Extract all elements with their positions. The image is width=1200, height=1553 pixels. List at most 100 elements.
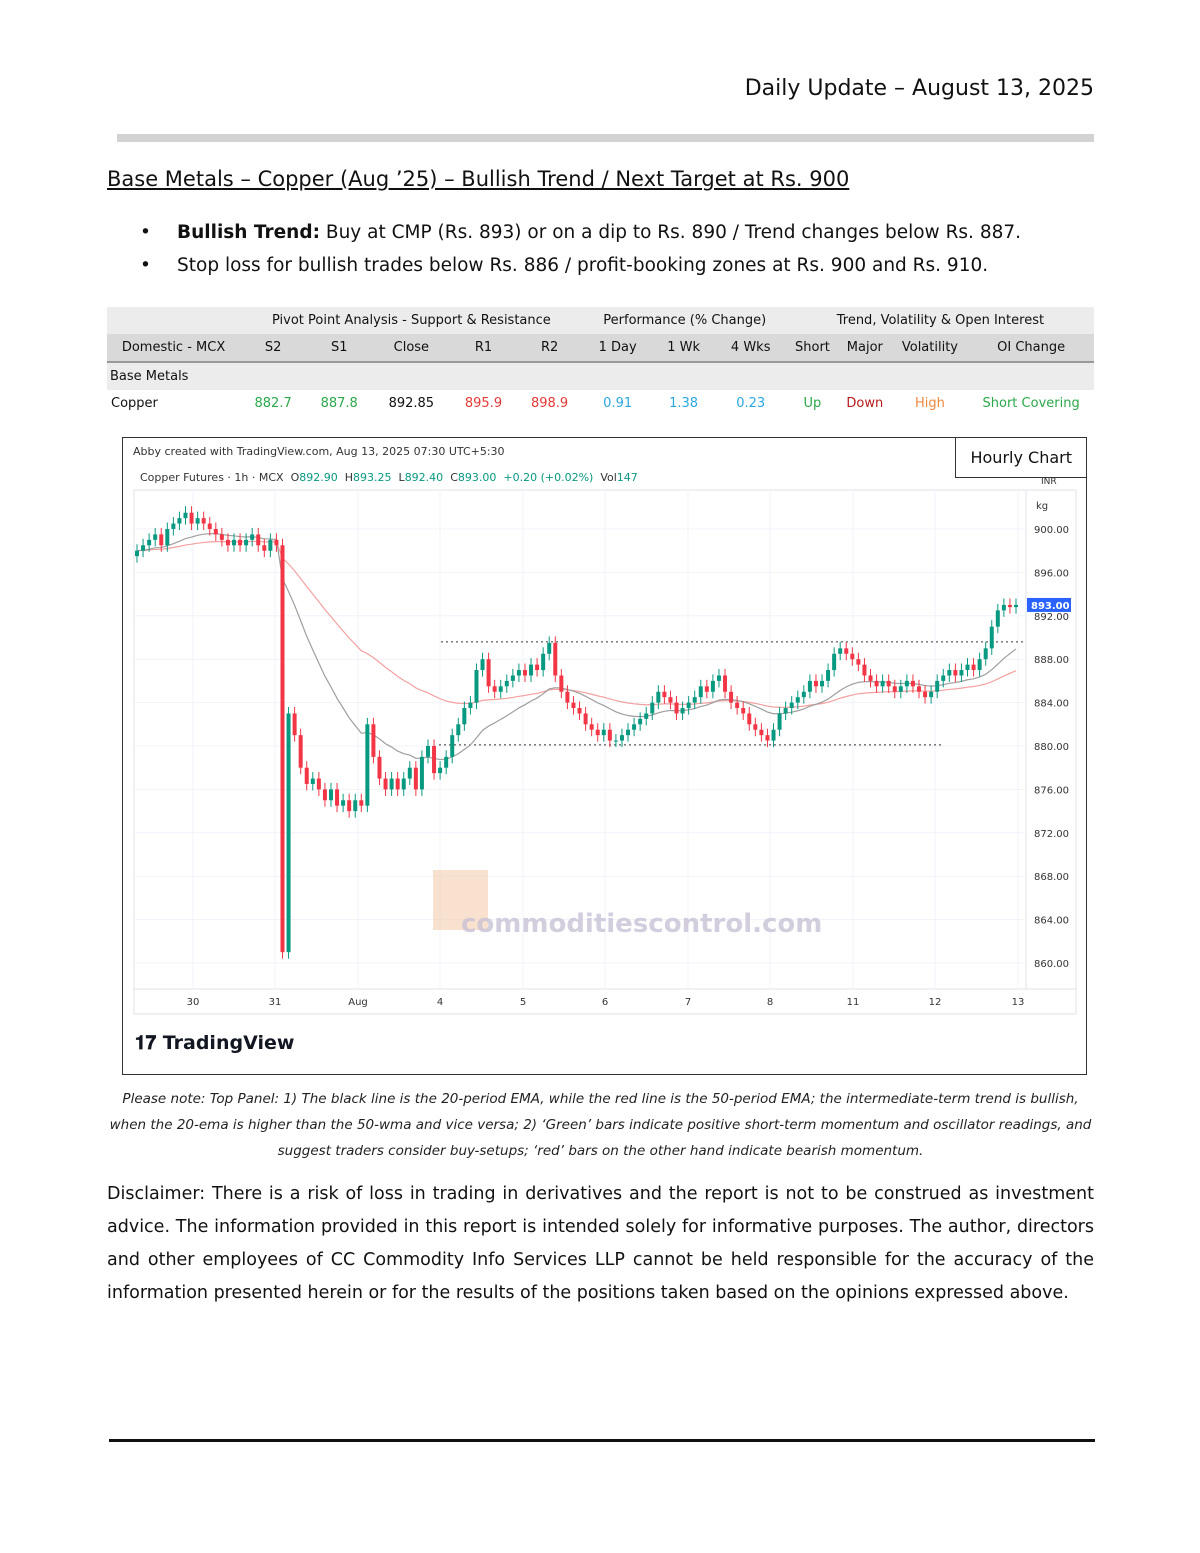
- table-cell: 898.9: [530, 396, 569, 411]
- candle: [807, 680, 812, 692]
- candle: [195, 518, 200, 524]
- candle: [541, 653, 546, 671]
- change-value: +0.20 (+0.02%): [503, 471, 594, 484]
- candle: [856, 659, 861, 665]
- candle: [959, 670, 964, 676]
- candle: [656, 691, 661, 703]
- candle: [668, 697, 673, 703]
- candle: [571, 702, 576, 709]
- section-row: Base Metals: [107, 362, 1094, 390]
- bullet-icon: •: [140, 222, 151, 243]
- price-axis: [1025, 489, 1077, 990]
- candle: [165, 529, 170, 546]
- candle: [662, 691, 667, 698]
- candle: [213, 529, 218, 535]
- column-header: 1 Day: [582, 334, 653, 363]
- candle: [438, 767, 443, 774]
- high-label: H: [344, 471, 354, 484]
- hourly-chart[interactable]: 900.00 896.00 892.00 888.00 884.00 880.00 876.…: [122, 437, 1087, 1075]
- candle: [286, 713, 291, 953]
- candle: [316, 778, 321, 790]
- open-label: O: [290, 471, 300, 484]
- table-cell: 1.38: [669, 396, 699, 411]
- column-header: 1 Wk: [652, 334, 715, 363]
- candle: [268, 539, 273, 551]
- x-tick-label: Aug: [348, 997, 368, 1008]
- candle: [292, 713, 297, 736]
- candle: [219, 534, 224, 540]
- candle: [759, 729, 764, 736]
- candle: [462, 708, 467, 725]
- candle: [601, 729, 606, 736]
- candle: [644, 713, 649, 719]
- candle: [425, 746, 430, 757]
- currency-label: INR: [1041, 477, 1057, 487]
- candle: [723, 675, 728, 692]
- candle: [450, 735, 455, 757]
- y-tick-label: 876.00: [1034, 785, 1069, 796]
- column-header: R1: [450, 334, 517, 363]
- high-value: 893.25: [353, 471, 392, 484]
- ohlc-legend: Copper Futures · 1h · MCX O892.90 H893.2…: [140, 471, 638, 484]
- chart-note: Please note: Top Panel: 1) The black lin…: [109, 1091, 1092, 1159]
- candle: [262, 545, 267, 551]
- candle: [595, 729, 600, 736]
- candle: [632, 724, 637, 730]
- key-points: • Bullish Trend: Buy at CMP (Rs. 893) or …: [140, 222, 1021, 288]
- candle: [577, 708, 582, 714]
- candle: [741, 708, 746, 714]
- candle: [498, 686, 503, 692]
- candle: [1007, 604, 1012, 608]
- candle: [407, 767, 412, 779]
- candle: [716, 675, 721, 681]
- x-tick-label: 7: [685, 997, 691, 1008]
- x-tick-label: 5: [520, 997, 526, 1008]
- candle: [529, 664, 534, 676]
- table-cell: High: [914, 396, 945, 411]
- candle: [238, 539, 243, 546]
- column-header: Short: [786, 334, 839, 363]
- unit-label: kg: [1036, 501, 1048, 512]
- candle: [892, 686, 897, 692]
- column-header: R2: [516, 334, 583, 363]
- y-tick-label: 872.00: [1034, 829, 1069, 840]
- column-header: Close: [372, 334, 451, 363]
- candle: [783, 708, 788, 714]
- y-tick-label: 864.00: [1034, 916, 1069, 927]
- candle: [565, 691, 570, 703]
- candle: [613, 740, 618, 742]
- candle: [141, 545, 146, 551]
- candle: [341, 800, 346, 806]
- candle: [583, 713, 588, 725]
- bullet-text: Stop loss for bullish trades below Rs. 8…: [177, 255, 989, 276]
- tv-logo-icon: 𝟏𝟕: [135, 1032, 157, 1054]
- candle: [607, 729, 612, 741]
- candle: [510, 675, 515, 681]
- candle: [298, 735, 303, 768]
- candle: [801, 691, 806, 698]
- candle: [674, 702, 679, 714]
- candle: [135, 550, 139, 557]
- candle: [850, 653, 855, 660]
- candle: [923, 691, 928, 698]
- candle: [650, 702, 655, 714]
- table-cell: 0.23: [736, 396, 766, 411]
- x-tick-label: 4: [437, 997, 443, 1008]
- pivot-table: Pivot Point Analysis - Support & Resista…: [107, 307, 1094, 417]
- report-date: Daily Update – August 13, 2025: [744, 76, 1094, 101]
- watermark-logo: [433, 870, 488, 930]
- candle: [898, 686, 903, 692]
- candle: [771, 729, 776, 741]
- candle: [201, 518, 206, 524]
- candle: [947, 670, 952, 676]
- volume-label: Vol: [600, 471, 617, 484]
- report-title: Base Metals – Copper (Aug ’25) – Bullish…: [107, 167, 850, 191]
- candle: [977, 659, 982, 671]
- candle: [904, 680, 909, 687]
- logo-text: TradingView: [162, 1032, 295, 1054]
- candle: [389, 778, 394, 790]
- candle: [522, 670, 527, 676]
- candle: [826, 670, 831, 681]
- footer-divider: [109, 1439, 1095, 1442]
- candle: [844, 648, 849, 654]
